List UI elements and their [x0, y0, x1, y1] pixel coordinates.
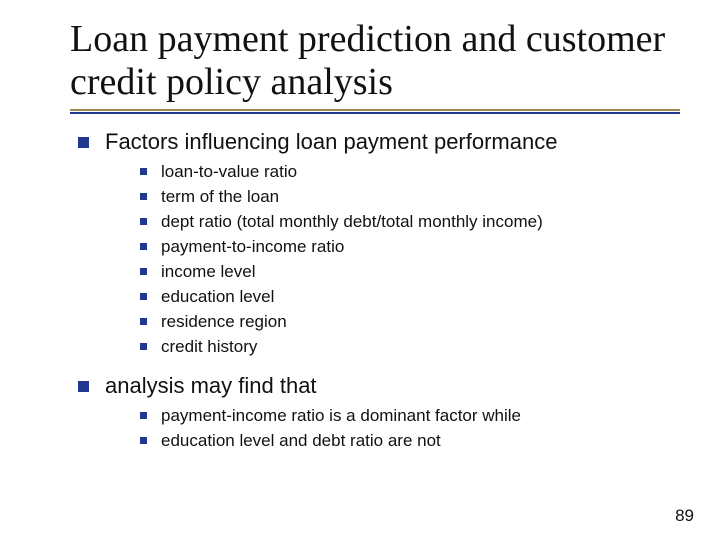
- list-item-text: term of the loan: [161, 186, 279, 209]
- section-heading: analysis may find that: [78, 373, 680, 399]
- section-heading-text: Factors influencing loan payment perform…: [105, 129, 557, 155]
- square-bullet-icon: [140, 243, 147, 250]
- list-item: term of the loan: [140, 186, 680, 209]
- list-item: education level and debt ratio are not: [140, 430, 680, 453]
- section-heading: Factors influencing loan payment perform…: [78, 129, 680, 155]
- square-bullet-icon: [140, 318, 147, 325]
- list-item: credit history: [140, 336, 680, 359]
- list-item-text: dept ratio (total monthly debt/total mon…: [161, 211, 543, 234]
- list-item: payment-to-income ratio: [140, 236, 680, 259]
- list-item: education level: [140, 286, 680, 309]
- factor-list: loan-to-value ratio term of the loan dep…: [140, 161, 680, 359]
- list-item: income level: [140, 261, 680, 284]
- square-bullet-icon: [140, 218, 147, 225]
- square-bullet-icon: [140, 168, 147, 175]
- title-underline: [70, 109, 680, 111]
- list-item-text: income level: [161, 261, 256, 284]
- list-item: residence region: [140, 311, 680, 334]
- list-item-text: payment-income ratio is a dominant facto…: [161, 405, 521, 428]
- list-item: dept ratio (total monthly debt/total mon…: [140, 211, 680, 234]
- analysis-list: payment-income ratio is a dominant facto…: [140, 405, 680, 453]
- square-bullet-icon: [140, 268, 147, 275]
- square-bullet-icon: [78, 381, 89, 392]
- list-item-text: education level and debt ratio are not: [161, 430, 441, 453]
- square-bullet-icon: [140, 293, 147, 300]
- list-item-text: education level: [161, 286, 274, 309]
- square-bullet-icon: [140, 412, 147, 419]
- slide: Loan payment prediction and customer cre…: [0, 0, 720, 540]
- list-item: payment-income ratio is a dominant facto…: [140, 405, 680, 428]
- square-bullet-icon: [140, 193, 147, 200]
- square-bullet-icon: [78, 137, 89, 148]
- square-bullet-icon: [140, 343, 147, 350]
- square-bullet-icon: [140, 437, 147, 444]
- list-item-text: credit history: [161, 336, 257, 359]
- list-item-text: payment-to-income ratio: [161, 236, 344, 259]
- list-item-text: loan-to-value ratio: [161, 161, 297, 184]
- page-number: 89: [675, 506, 694, 526]
- list-item: loan-to-value ratio: [140, 161, 680, 184]
- section-heading-text: analysis may find that: [105, 373, 317, 399]
- slide-title: Loan payment prediction and customer cre…: [70, 18, 680, 103]
- list-item-text: residence region: [161, 311, 287, 334]
